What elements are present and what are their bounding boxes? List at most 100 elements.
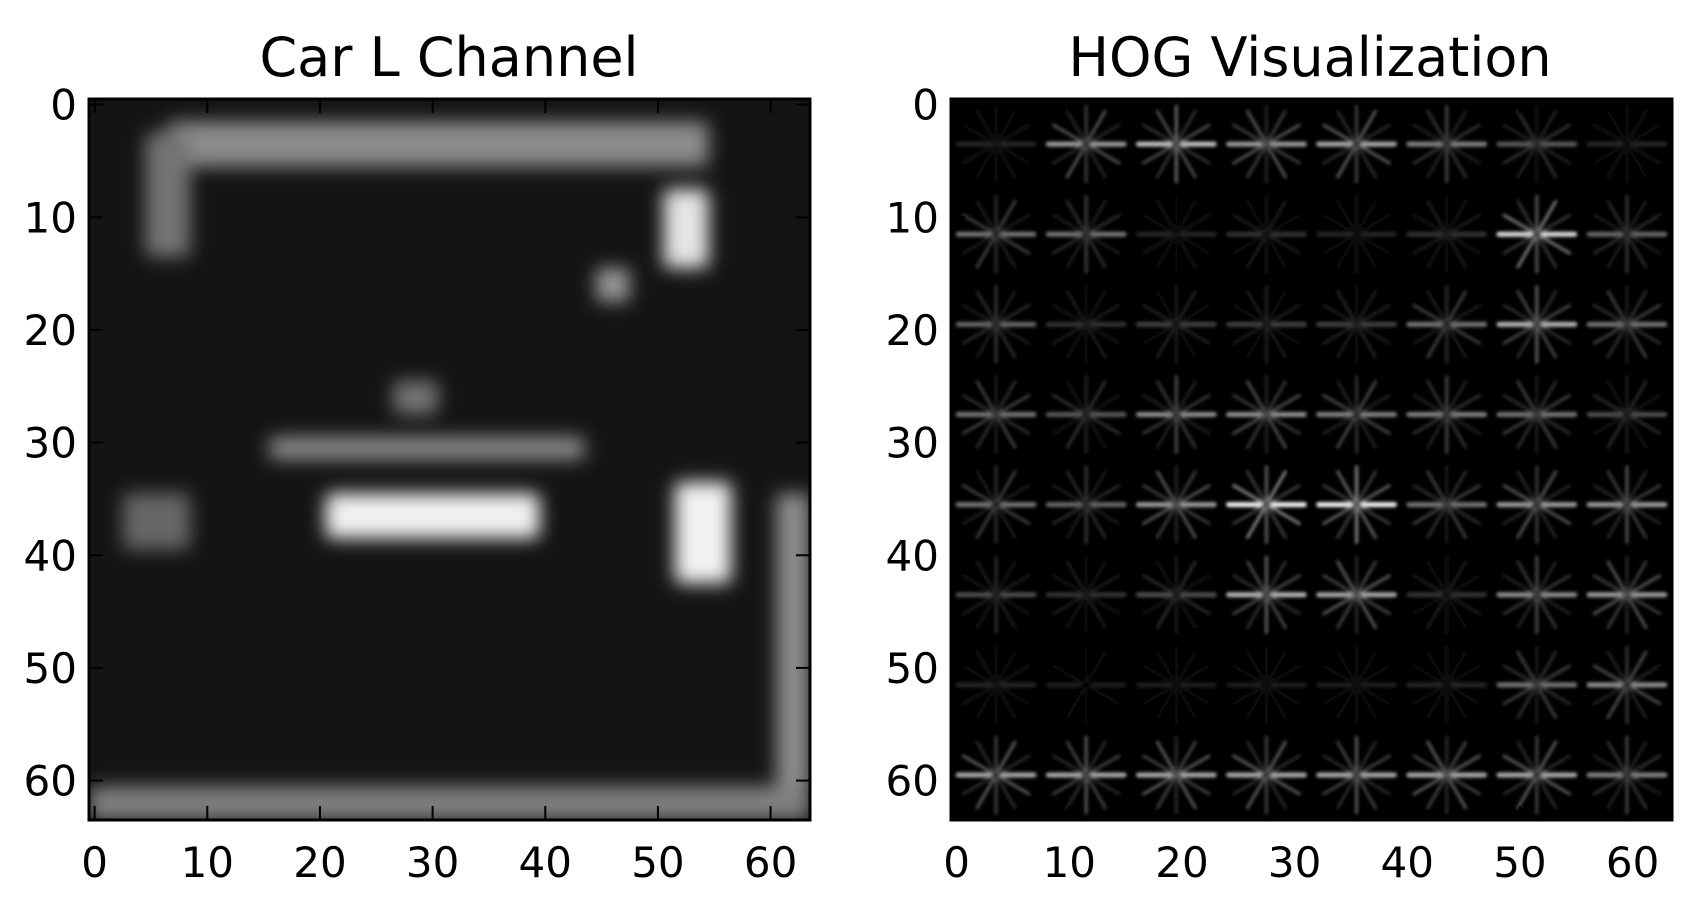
hog-cell xyxy=(955,375,1037,454)
hog-cell xyxy=(1496,645,1578,725)
hog-cell xyxy=(1135,555,1217,635)
hog-cell xyxy=(955,284,1037,364)
hog-cell xyxy=(1586,465,1668,544)
hog-cell xyxy=(1045,555,1127,635)
hog-cell xyxy=(955,194,1037,274)
y-tick-label: 50 xyxy=(886,644,939,693)
hog-cell xyxy=(1316,104,1397,184)
y-tick-label: 30 xyxy=(24,419,77,468)
x-tick-label: 60 xyxy=(1606,838,1659,887)
car-bright-region xyxy=(89,786,810,820)
hog-image-area xyxy=(951,99,1672,820)
car-bright-region xyxy=(393,380,439,415)
hog-cell xyxy=(1226,555,1307,635)
car-image-area xyxy=(89,99,810,820)
hog-y-axis: 0 10 20 30 40 50 60 xyxy=(886,81,1672,806)
car-panel-title: Car L Channel xyxy=(259,26,638,89)
x-tick-label: 10 xyxy=(1043,838,1096,887)
hog-cell xyxy=(1135,375,1217,454)
x-tick-label: 30 xyxy=(406,838,459,887)
hog-cell xyxy=(1316,735,1397,815)
hog-cell xyxy=(1135,194,1217,274)
hog-cell xyxy=(1135,735,1217,815)
car-bright-region xyxy=(325,493,540,539)
car-bright-region xyxy=(776,493,810,798)
hog-cell xyxy=(1586,555,1668,635)
hog-visualization-panel: HOG Visualization 0 10 20 30 40 50 60 0 10 20 30 4… xyxy=(886,26,1674,887)
hog-cell xyxy=(1406,375,1488,454)
y-tick-label: 60 xyxy=(24,757,77,806)
y-tick-label: 20 xyxy=(24,306,77,355)
car-axes-frame xyxy=(87,97,812,822)
hog-cell xyxy=(1406,645,1488,725)
hog-cell xyxy=(1045,194,1127,274)
hog-cell xyxy=(1496,194,1578,274)
x-tick-label: 50 xyxy=(631,838,684,887)
hog-cell xyxy=(1226,465,1307,544)
car-y-axis: 0 10 20 30 40 50 60 xyxy=(24,81,810,806)
car-bright-regions xyxy=(89,121,810,820)
hog-cell xyxy=(1586,194,1668,274)
car-bright-region xyxy=(674,482,732,584)
hog-axes-frame xyxy=(949,97,1674,822)
hog-cell xyxy=(955,465,1037,544)
car-l-channel-panel: Car L Channel 0 10 20 30 40 50 60 0 10 20 30 40 50 6… xyxy=(24,26,812,887)
y-tick-label: 10 xyxy=(886,193,939,242)
x-tick-label: 0 xyxy=(81,838,108,887)
hog-cell xyxy=(1406,284,1488,364)
hog-cell xyxy=(1316,645,1397,725)
y-tick-label: 40 xyxy=(24,531,77,580)
hog-cell xyxy=(1135,104,1217,184)
hog-cell xyxy=(1226,194,1307,274)
hog-cell xyxy=(1045,375,1127,454)
hog-cell xyxy=(1496,284,1578,364)
hog-cell xyxy=(1406,104,1488,184)
hog-cell xyxy=(1045,465,1127,544)
hog-cell xyxy=(1316,555,1397,635)
hog-cell xyxy=(1406,465,1488,544)
x-tick-label: 40 xyxy=(1381,838,1434,887)
hog-cell xyxy=(1226,645,1307,725)
y-tick-label: 40 xyxy=(886,531,939,580)
car-bright-region xyxy=(145,132,191,257)
hog-cell xyxy=(1226,284,1307,364)
hog-cell xyxy=(955,735,1037,815)
hog-cell xyxy=(1406,194,1488,274)
car-bright-region xyxy=(269,436,585,460)
x-tick-label: 40 xyxy=(519,838,572,887)
car-bright-region xyxy=(122,493,191,550)
y-tick-label: 0 xyxy=(912,81,939,130)
hog-cell xyxy=(955,645,1037,725)
car-bright-region xyxy=(663,189,709,268)
hog-cell xyxy=(955,104,1037,184)
car-x-axis: 0 10 20 30 40 50 60 xyxy=(81,99,797,887)
hog-cell xyxy=(1135,284,1217,364)
hog-cell xyxy=(1316,194,1397,274)
x-tick-label: 10 xyxy=(181,838,234,887)
x-tick-label: 30 xyxy=(1268,838,1321,887)
hog-cell xyxy=(1316,284,1397,364)
hog-cell xyxy=(1496,465,1578,544)
hog-cell xyxy=(1496,735,1578,815)
hog-cell xyxy=(1586,104,1668,184)
hog-cell xyxy=(955,555,1037,635)
hog-cell xyxy=(1135,645,1217,725)
hog-cell xyxy=(1316,465,1397,544)
hog-panel-title: HOG Visualization xyxy=(1068,26,1551,89)
hog-cell xyxy=(1496,104,1578,184)
y-tick-label: 10 xyxy=(24,193,77,242)
hog-cell xyxy=(1226,375,1307,454)
hog-x-axis: 0 10 20 30 40 50 60 xyxy=(943,99,1659,887)
x-tick-label: 0 xyxy=(943,838,970,887)
x-tick-label: 20 xyxy=(293,838,346,887)
hog-cell xyxy=(1586,375,1668,454)
car-bright-region xyxy=(167,121,709,167)
x-tick-label: 20 xyxy=(1155,838,1208,887)
hog-cell xyxy=(1316,375,1397,454)
hog-cell xyxy=(1226,104,1307,184)
y-tick-label: 20 xyxy=(886,306,939,355)
y-tick-label: 0 xyxy=(50,81,77,130)
hog-cell xyxy=(1496,555,1578,635)
y-tick-label: 30 xyxy=(886,419,939,468)
